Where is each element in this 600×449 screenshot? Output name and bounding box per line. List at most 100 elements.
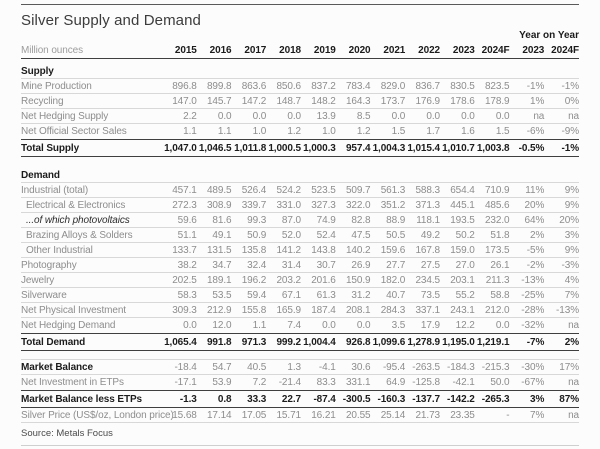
cell-value: 823.5 (484, 80, 510, 92)
cell-value: 15.68 (172, 409, 197, 421)
cell-value: -1% (526, 80, 545, 92)
cell-value: na (568, 320, 579, 331)
row-label: Industrial (total) (21, 184, 89, 196)
cell-value: -0.5% (518, 142, 545, 154)
cell-value: 202.5 (172, 274, 197, 286)
cell-value: 0.0 (217, 110, 232, 122)
cell-value: 53.9 (212, 377, 232, 388)
cell-value: 21.73 (415, 409, 440, 421)
cell-value: 0.0 (183, 320, 197, 331)
unit-label: Million ounces (21, 45, 83, 56)
row-label: Other Industrial (26, 244, 93, 256)
cell-value: -160.3 (377, 393, 406, 405)
cell-value: 20.55 (345, 409, 371, 421)
cell-value: 1,065.4 (164, 336, 197, 348)
cell-value: 0.0 (252, 110, 267, 122)
cell-value: 59.4 (247, 289, 267, 301)
cell-value: -18.4 (174, 361, 197, 373)
table-row: Recycling 147.0 145.7 147.2 148.7 148.2 164.3 1… (21, 94, 579, 109)
cell-value: 1,000.3 (303, 142, 336, 154)
cell-value: 15.71 (276, 409, 301, 421)
cell-value: 7% (564, 289, 579, 301)
cell-value: 164.3 (345, 95, 371, 107)
cell-value: -13% (521, 274, 545, 286)
row-label: Net Official Sector Sales (21, 126, 127, 137)
row-label: Market Balance less ETPs (21, 393, 142, 405)
cell-value: 3.5 (391, 320, 406, 331)
spacer-row (21, 351, 579, 359)
cell-value: 49.2 (420, 229, 440, 241)
cell-value: 165.9 (276, 304, 301, 316)
cell-value: 654.4 (450, 184, 475, 196)
cell-value: 1.3 (287, 361, 301, 373)
cell-value: 211.3 (485, 274, 510, 286)
cell-value: 53.5 (212, 289, 232, 301)
cell-value: -1% (561, 142, 580, 154)
cell-value: 1.6 (461, 126, 475, 137)
cell-value: 27.0 (455, 259, 475, 271)
cell-value: 991.8 (206, 336, 232, 348)
yoy-row: Year on Year (21, 30, 579, 42)
cell-value: 20% (524, 199, 545, 211)
cell-value: 189.1 (206, 274, 232, 286)
table-row: Other Industrial 133.7 131.5 135.8 141.2 143.… (21, 243, 579, 258)
cell-value: 489.5 (206, 184, 232, 196)
cell-value: 83.3 (316, 377, 336, 388)
cell-value: 52.0 (281, 229, 301, 241)
row-label: Market Balance (21, 361, 93, 373)
cell-value: 12.0 (212, 320, 232, 331)
cell-value: 64.9 (386, 377, 406, 388)
cell-value: 159.0 (450, 244, 475, 256)
cell-value: 22.7 (281, 393, 301, 405)
table-row: Silverware 58.3 53.5 59.4 67.1 61.3 31.2 40.7 73… (21, 288, 579, 303)
cell-value: 2% (529, 229, 545, 241)
cell-value: 131.5 (206, 244, 232, 256)
cell-value: 1,099.6 (372, 336, 406, 348)
cell-value: -25% (521, 289, 545, 301)
cell-value: 783.4 (345, 80, 371, 92)
column-header-2023: 2023 (522, 45, 545, 56)
cell-value: 284.3 (380, 304, 406, 316)
cell-value: 7.4 (287, 320, 301, 331)
cell-value: 212.9 (206, 304, 232, 316)
cell-value: 148.2 (311, 95, 336, 107)
cell-value: -13% (556, 304, 579, 316)
row-label: Net Hedging Supply (21, 110, 109, 122)
cell-value: 1.1 (183, 126, 197, 137)
cell-value: -5% (526, 244, 545, 256)
cell-value: 167.8 (415, 244, 440, 256)
cell-value: 561.3 (380, 184, 406, 196)
cell-value: 87% (559, 393, 579, 405)
row-label: Recycling (21, 95, 64, 107)
cell-value: 0.0 (426, 110, 440, 122)
cell-value: 178.6 (450, 95, 475, 107)
row-label: Jewelry (21, 274, 55, 286)
column-header-2024f: 2024F (551, 45, 579, 56)
row-label: Net Physical Investment (21, 304, 126, 316)
cell-value: -125.8 (412, 377, 440, 388)
section-header-row: Supply (21, 59, 579, 79)
bottom-divider (21, 445, 579, 446)
cell-value: 1,003.8 (476, 142, 510, 154)
source-note: Source: Metals Focus (21, 428, 113, 439)
cell-value: 926.8 (345, 336, 371, 348)
cell-value: 73.5 (420, 289, 440, 301)
cell-value: 173.7 (380, 95, 406, 107)
cell-value: 30.6 (351, 361, 371, 373)
cell-value: 50.2 (455, 229, 475, 241)
cell-value: -300.5 (342, 393, 371, 405)
cell-value: -2% (526, 259, 545, 271)
cell-value: 159.6 (380, 244, 406, 256)
cell-value: 40.7 (386, 289, 406, 301)
cell-value: 331.1 (345, 377, 371, 388)
cell-value: -21.4 (278, 377, 301, 388)
cell-value: 55.2 (455, 289, 475, 301)
cell-value: 31.4 (281, 259, 301, 271)
cell-value: 17.9 (420, 320, 440, 331)
cell-value: 0.0 (356, 320, 371, 331)
cell-value: 50.9 (247, 229, 267, 241)
cell-value: 1,004.4 (303, 336, 336, 348)
cell-value: 1.2 (356, 126, 371, 137)
cell-value: 87.0 (281, 214, 301, 226)
cell-value: 232.0 (484, 214, 510, 226)
